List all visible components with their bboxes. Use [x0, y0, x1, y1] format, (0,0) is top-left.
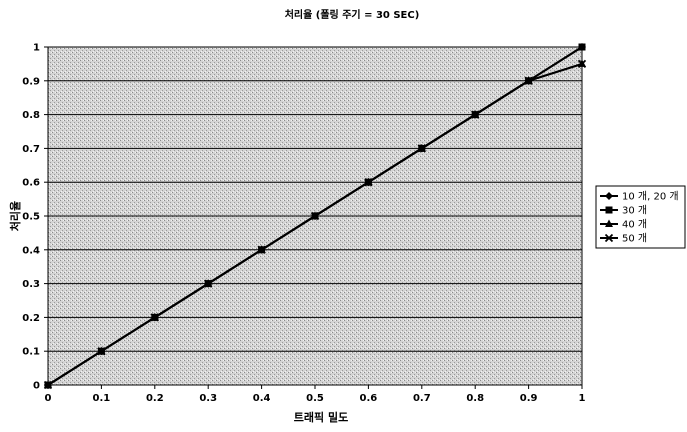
- data-point: [605, 206, 613, 214]
- data-point: [311, 212, 319, 220]
- legend-entry: 40 개: [622, 219, 647, 231]
- data-point: [204, 280, 212, 288]
- x-tick-label: 0.2: [146, 393, 164, 404]
- data-point: [258, 246, 266, 254]
- x-tick-label: 1: [579, 393, 586, 404]
- data-point: [578, 59, 586, 67]
- x-tick-label: 0.8: [466, 393, 484, 404]
- y-tick-label: 0.9: [22, 76, 40, 87]
- legend: 10 개, 20 개 30 개 40 개 50 개: [595, 185, 686, 249]
- data-point: [471, 111, 479, 119]
- x-tick-label: 0.4: [253, 393, 271, 404]
- y-tick-label: 0.8: [22, 110, 40, 121]
- data-point: [525, 77, 533, 85]
- x-tick-label: 0.3: [199, 393, 217, 404]
- y-tick-label: 0.1: [22, 347, 40, 358]
- legend-entry: 30 개: [622, 205, 647, 217]
- x-tick-label: 0: [45, 393, 52, 404]
- x-tick-label: 0.5: [306, 393, 324, 404]
- y-axis-label: 처리율: [8, 201, 22, 231]
- legend-entry: 10 개, 20 개: [622, 191, 679, 203]
- x-tick-label: 0.7: [413, 393, 431, 404]
- grid-lines: [48, 80, 582, 352]
- x-tick-label: 0.6: [360, 393, 378, 404]
- data-point: [418, 144, 426, 152]
- series-lines: [43, 43, 587, 390]
- y-tick-label: 0: [33, 381, 40, 392]
- data-point: [364, 178, 372, 186]
- series-2: [44, 43, 586, 389]
- y-tick-label: 0.4: [22, 245, 40, 256]
- x-tick-label: 0.1: [93, 393, 111, 404]
- y-tick-label: 0.6: [22, 178, 40, 189]
- data-point: [151, 313, 159, 321]
- y-tick-label: 1: [33, 43, 40, 54]
- data-point: [604, 233, 614, 243]
- y-tick-label: 0.3: [22, 279, 40, 290]
- chart-title: 처리율 (폴링 주기 = 30 SEC): [285, 8, 420, 21]
- y-tick-label: 0.5: [22, 212, 40, 223]
- x-axis-label: 트래픽 밀도: [294, 410, 348, 424]
- legend-entry: 50 개: [622, 233, 647, 245]
- y-tick-label: 0.2: [22, 313, 40, 324]
- y-tick-label: 0.7: [22, 144, 40, 155]
- tick-labels: 0 0.1 0.2 0.3 0.4 0.5 0.6 0.7 0.8 0.9 1 0 0.1 0.2 0.3 0…: [22, 43, 585, 405]
- data-point: [605, 192, 613, 200]
- data-point: [605, 219, 613, 227]
- data-point: [44, 381, 52, 389]
- data-point: [97, 347, 105, 355]
- data-point: [578, 43, 586, 51]
- x-tick-label: 0.9: [520, 393, 538, 404]
